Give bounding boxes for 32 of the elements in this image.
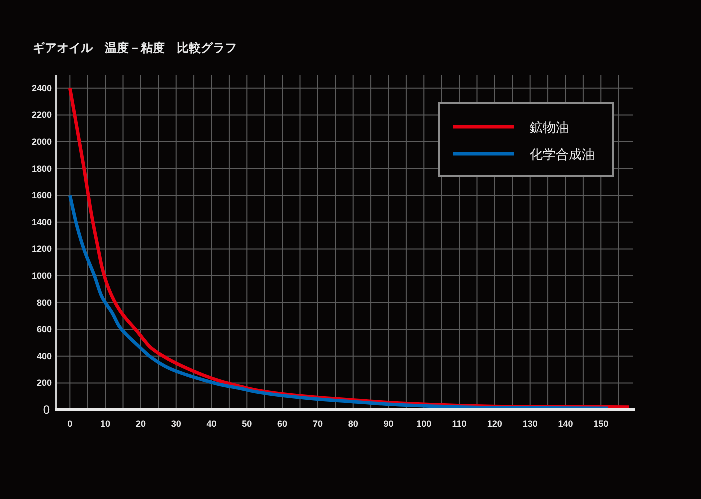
legend-label: 鉱物油 xyxy=(530,120,569,135)
x-tick-label: 40 xyxy=(206,419,217,429)
chart-title: ギアオイル 温度－粘度 比較グラフ xyxy=(33,41,237,55)
x-tick-label: 30 xyxy=(171,419,182,429)
x-tick-label: 120 xyxy=(487,419,502,429)
y-tick-label: 1800 xyxy=(32,164,52,174)
y-tick-label: 1200 xyxy=(32,244,52,254)
y-tick-label: 1400 xyxy=(32,217,52,228)
x-tick-label: 80 xyxy=(348,419,358,429)
x-tick-label: 10 xyxy=(100,419,111,429)
legend-label: 化学合成油 xyxy=(530,147,595,162)
x-tick-label: 0 xyxy=(68,419,73,429)
y-tick-label: 0 xyxy=(43,403,50,417)
y-tick-label: 200 xyxy=(36,378,52,388)
x-tick-label: 140 xyxy=(558,419,574,429)
x-tick-label: 70 xyxy=(312,419,323,429)
y-tick-label: 1600 xyxy=(32,190,52,201)
x-tick-label: 130 xyxy=(522,419,538,429)
x-tick-label: 150 xyxy=(594,419,609,429)
x-tick-label: 110 xyxy=(452,419,467,429)
x-tick-label: 20 xyxy=(136,419,146,429)
y-tick-label: 800 xyxy=(36,298,52,308)
x-tick-label: 50 xyxy=(242,419,252,429)
y-tick-label: 1000 xyxy=(32,271,52,281)
x-tick-label: 90 xyxy=(384,419,394,429)
x-tick-label: 100 xyxy=(416,419,432,429)
y-tick-label: 2400 xyxy=(32,83,52,94)
y-tick-label: 600 xyxy=(36,324,52,335)
x-tick-label: 60 xyxy=(278,419,288,429)
y-tick-label: 2000 xyxy=(32,137,52,147)
y-tick-label: 2200 xyxy=(32,110,52,120)
y-tick-label: 400 xyxy=(36,351,52,362)
